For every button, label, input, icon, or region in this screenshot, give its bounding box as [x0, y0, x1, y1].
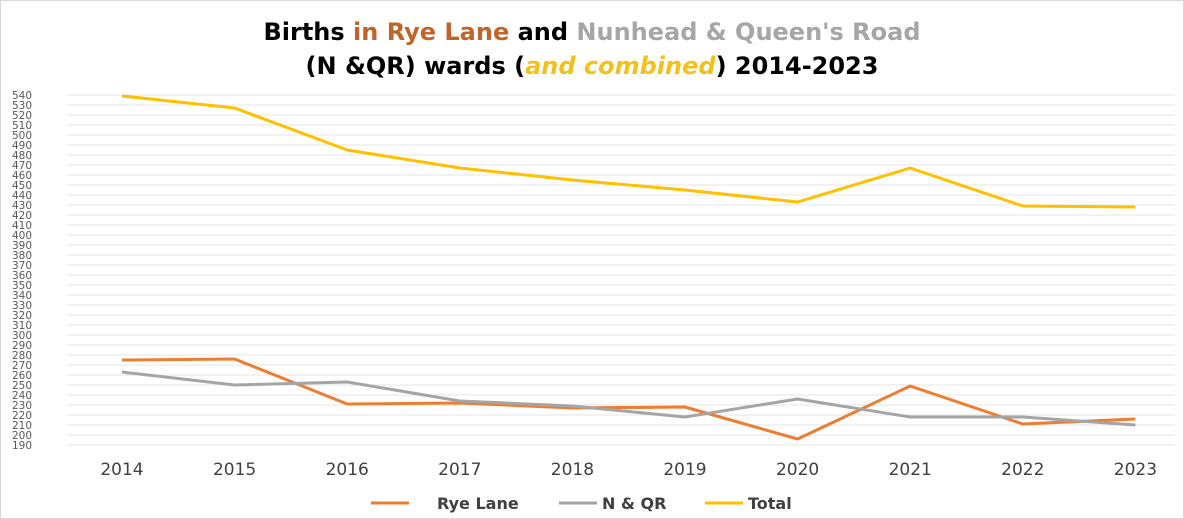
y-tick-label: 300 [12, 330, 32, 342]
x-tick-label: 2018 [551, 460, 594, 480]
y-tick-label: 490 [12, 140, 32, 152]
title-births: Births [263, 18, 354, 46]
y-tick-label: 540 [12, 90, 32, 102]
y-tick-label: 530 [12, 100, 32, 112]
x-tick-label: 2019 [663, 460, 706, 480]
y-tick-label: 360 [12, 270, 32, 282]
x-tick-label: 2014 [100, 460, 143, 480]
y-tick-label: 380 [12, 250, 32, 262]
gridlines [67, 94, 1175, 446]
title-nqr-wards: (N &QR) wards ( [305, 52, 526, 80]
y-tick-label: 200 [12, 430, 32, 442]
y-tick-label: 330 [12, 300, 32, 312]
y-tick-label: 400 [12, 230, 32, 242]
y-tick-label: 310 [12, 320, 32, 332]
y-tick-label: 280 [12, 350, 32, 362]
x-tick-label: 2020 [776, 460, 819, 480]
y-tick-label: 510 [12, 120, 32, 132]
x-tick-label: 2022 [1001, 460, 1044, 480]
y-tick-label: 460 [12, 170, 32, 182]
y-tick-label: 480 [12, 150, 32, 162]
y-tick-label: 350 [12, 280, 32, 292]
y-tick-label: 320 [12, 310, 32, 322]
series-line-rye-lane [121, 357, 1136, 441]
y-tick-label: 270 [12, 360, 32, 372]
y-tick-label: 230 [12, 400, 32, 412]
legend-label-rye-lane: Rye Lane [437, 494, 519, 513]
x-axis-ticks: 2014 2015 2016 2017 2018 2019 2020 2021 2022 2023 [100, 460, 1157, 480]
chart-title-line-1: Births in Rye Lane and Nunhead & Queen's… [0, 18, 1184, 46]
title-rye-lane: in Rye Lane [353, 18, 510, 46]
y-tick-label: 340 [12, 290, 32, 302]
x-tick-label: 2015 [213, 460, 256, 480]
y-tick-label: 470 [12, 160, 32, 172]
chart-title-line-2: (N &QR) wards (and combined) 2014-2023 [0, 52, 1184, 80]
series-line-total [121, 94, 1136, 209]
title-and: and [509, 18, 577, 46]
x-tick-label: 2017 [438, 460, 481, 480]
title-years: ) 2014-2023 [715, 52, 879, 80]
x-tick-label: 2023 [1114, 460, 1157, 480]
y-tick-label: 390 [12, 240, 32, 252]
y-tick-label: 210 [12, 420, 32, 432]
y-tick-label: 520 [12, 110, 32, 122]
y-tick-label: 240 [12, 390, 32, 402]
y-axis-ticks: 1902002102202302402502602702802903003103… [12, 90, 32, 452]
y-tick-label: 420 [12, 210, 32, 222]
y-tick-label: 190 [12, 440, 32, 452]
legend-label-n-qr: N & QR [602, 494, 666, 513]
legend-label-total: Total [748, 494, 792, 513]
y-tick-label: 250 [12, 380, 32, 392]
series-lines [121, 94, 1136, 441]
title-nunhead: Nunhead & Queen's Road [576, 18, 921, 46]
title-and-combined: and combined [525, 52, 716, 80]
y-tick-label: 410 [12, 220, 32, 232]
y-tick-label: 260 [12, 370, 32, 382]
x-tick-label: 2021 [889, 460, 932, 480]
y-tick-label: 290 [12, 340, 32, 352]
y-tick-label: 450 [12, 180, 32, 192]
y-tick-label: 430 [12, 200, 32, 212]
y-tick-label: 370 [12, 260, 32, 272]
x-tick-label: 2016 [326, 460, 369, 480]
y-tick-label: 440 [12, 190, 32, 202]
y-tick-label: 220 [12, 410, 32, 422]
series-line-n-qr [121, 370, 1136, 427]
legend: Rye Lane N & QR Total [371, 494, 792, 513]
y-tick-label: 500 [12, 130, 32, 142]
